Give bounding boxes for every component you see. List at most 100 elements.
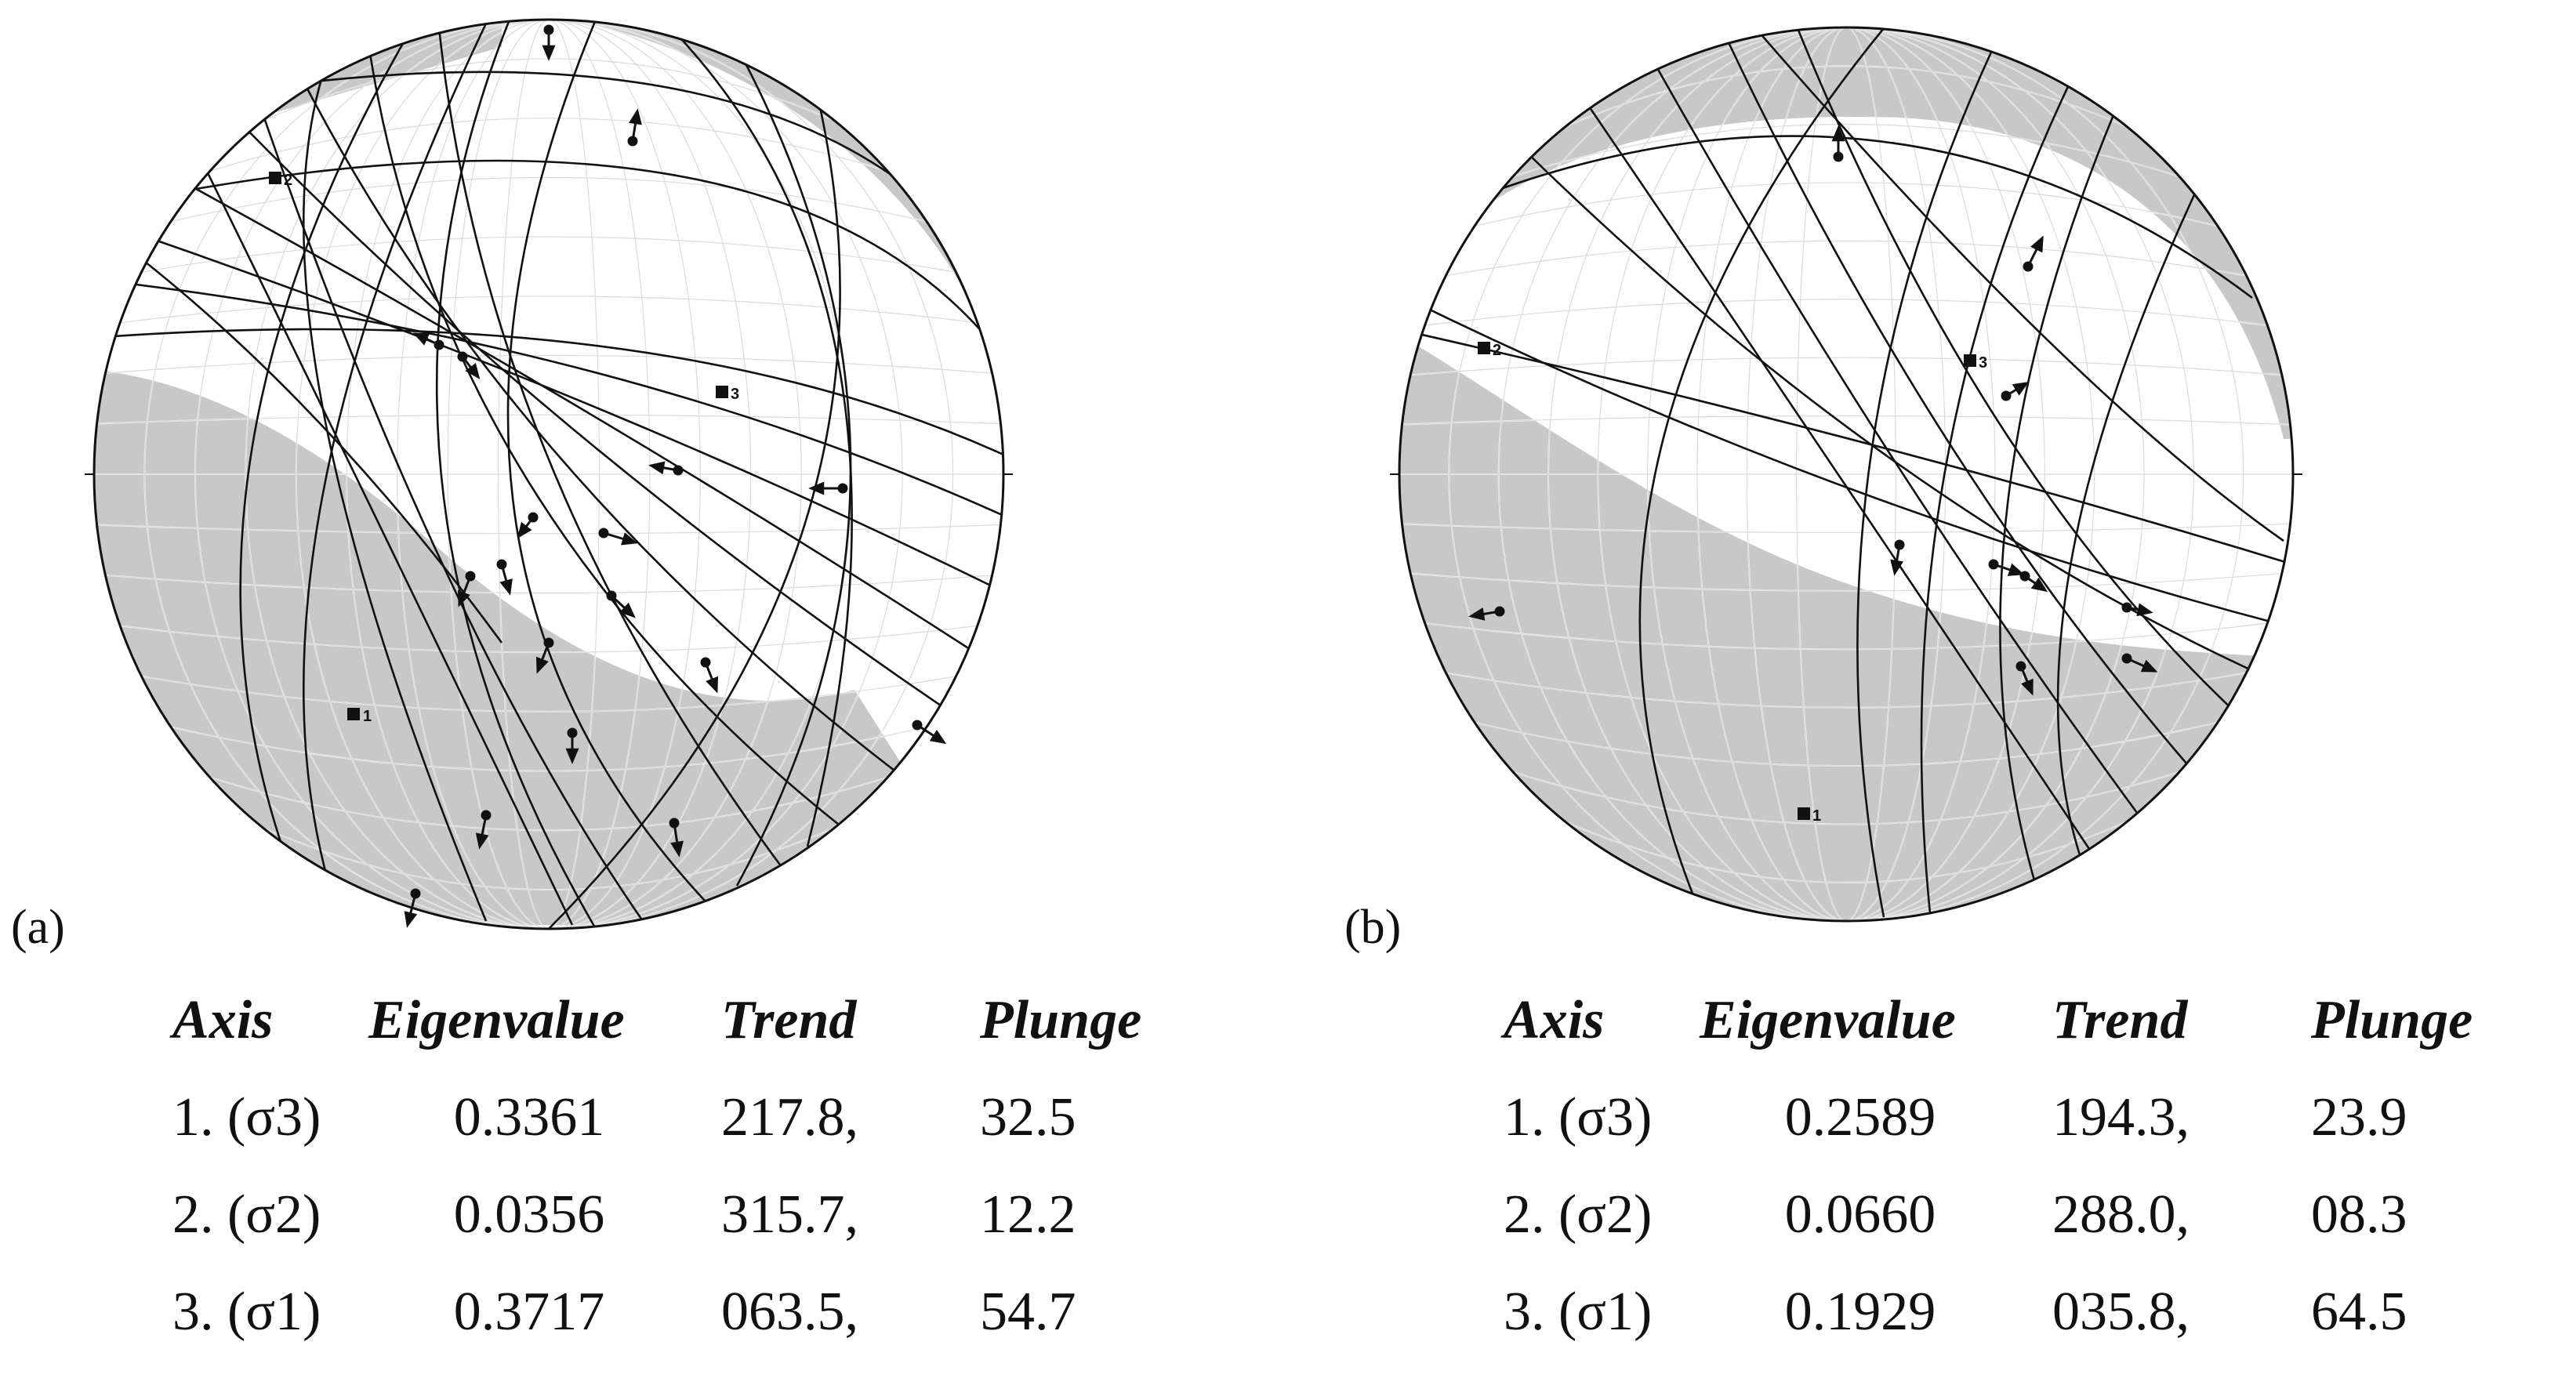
great-circle — [735, 46, 852, 887]
great-circle — [673, 31, 853, 847]
great-circle — [1920, 78, 2073, 921]
net-parallel — [1424, 622, 2268, 650]
slip-arrowhead — [2012, 381, 2030, 396]
axis-marker-1: 1 — [347, 708, 372, 725]
great-circle — [506, 20, 706, 902]
great-circle — [548, 85, 841, 929]
svg-text:3: 3 — [731, 386, 739, 403]
slip-arrowhead — [412, 332, 430, 346]
slip-arrowhead — [2030, 577, 2048, 593]
slip-arrowhead — [808, 481, 825, 495]
slip-arrowhead — [457, 589, 470, 607]
great-circle — [1725, 38, 2198, 777]
net-parallel — [1512, 123, 2180, 177]
great-circle — [1796, 27, 2237, 714]
net-parallel — [141, 676, 956, 713]
great-circle — [1584, 101, 2105, 871]
shaded-region — [1399, 329, 2293, 921]
net-parallel — [96, 524, 1001, 535]
slip-arrowhead — [621, 532, 638, 546]
panel-a: 1 2 3 (a) Axis Eigenvalue Trend Plunge 1… — [0, 0, 1288, 1368]
table-header-row: Axis Eigenvalue Trend Plunge — [1504, 989, 2538, 1086]
svg-text:2: 2 — [1493, 342, 1501, 359]
slip-arrowhead — [535, 656, 549, 674]
great-circle — [1399, 328, 2293, 566]
clear-region — [1468, 141, 2260, 502]
svg-text:2: 2 — [284, 172, 292, 189]
panel-b: 1 2 3 (b) Axis Eigenvalue Trend Plunge 1… — [1288, 0, 2576, 1368]
eigen-table: Axis Eigenvalue Trend Plunge 1. (σ3) 0.3… — [172, 989, 1207, 1378]
header-axis: Axis — [172, 990, 274, 1050]
panel-label: (a) — [11, 901, 65, 954]
net-parallel — [105, 354, 992, 374]
great-circle — [140, 234, 996, 589]
slip-arrowhead — [929, 730, 947, 745]
table-row: 1. (σ3) 0.3361 217.8, 32.5 — [172, 1087, 1076, 1148]
slip-arrowhead — [499, 578, 513, 596]
great-circle — [303, 23, 488, 887]
axis-marker-2: 2 — [269, 172, 292, 189]
axis-marker-3: 3 — [716, 386, 739, 403]
slip-arrowhead — [475, 832, 489, 850]
slip-arrowhead — [1468, 607, 1486, 621]
great-circle — [367, 42, 847, 832]
table-row: 2. (σ2) 0.0660 288.0, 08.3 — [1504, 1184, 2407, 1245]
great-circle — [101, 328, 1003, 456]
slip-arrowhead — [565, 748, 579, 764]
great-circle — [274, 71, 910, 190]
net-parallel — [263, 827, 835, 890]
net-parallel — [1474, 182, 2219, 227]
net-parallel — [1402, 415, 2291, 426]
header-trend: Trend — [2052, 990, 2188, 1050]
axis-marker-2: 2 — [1478, 342, 1501, 359]
slip-arrowhead — [648, 461, 666, 475]
great-circle — [437, 27, 785, 871]
slip-arrowhead — [404, 911, 418, 928]
great-circle — [1856, 46, 1995, 918]
header-trend: Trend — [721, 990, 857, 1050]
great-circle — [140, 257, 503, 644]
eigen-table: Axis Eigenvalue Trend Plunge 1. (σ3) 0.2… — [1504, 989, 2538, 1378]
slip-arrowhead — [2136, 603, 2153, 617]
slip-arrowhead — [706, 676, 719, 694]
slip-arrowhead — [517, 521, 532, 539]
slip-arrowhead — [465, 362, 481, 380]
table-row: 3. (σ1) 0.3717 063.5, 54.7 — [172, 1282, 1076, 1342]
net-parallel — [141, 236, 956, 273]
great-circle — [1460, 135, 2253, 299]
table-row: 1. (σ3) 0.2589 194.3, 23.9 — [1504, 1087, 2407, 1148]
svg-text:1: 1 — [1812, 807, 1821, 825]
net-parallel — [105, 575, 992, 594]
svg-text:3: 3 — [1979, 354, 1987, 372]
shaded-region — [1399, 27, 2293, 439]
header-plunge: Plunge — [980, 990, 1142, 1050]
net-parallel — [1446, 240, 2247, 277]
great-circle — [435, 20, 597, 929]
axis-marker-1: 1 — [1798, 807, 1821, 825]
header-eigenvalue: Eigenvalue — [368, 990, 625, 1050]
slip-arrowhead — [1890, 559, 1904, 576]
great-circle — [1758, 31, 2284, 542]
net-parallel — [209, 777, 888, 831]
stereonet-a: 1 2 3 — [85, 18, 1013, 930]
slip-arrowhead — [2007, 563, 2025, 576]
great-circle — [296, 70, 902, 778]
slip-arrowhead — [629, 108, 642, 125]
table-header-row: Axis Eigenvalue Trend Plunge — [172, 989, 1207, 1086]
panel-label: (b) — [1344, 901, 1402, 954]
stereonet-b: 1 2 3 — [1390, 26, 2302, 923]
great-circle — [303, 54, 488, 922]
slip-arrowhead — [670, 840, 684, 858]
net-parallel — [1410, 357, 2282, 375]
great-circle — [1655, 66, 2152, 832]
table-row: 3. (σ1) 0.1929 035.8, 64.5 — [1504, 1282, 2407, 1342]
great-circle — [1405, 296, 2292, 629]
slip-arrowhead — [1831, 125, 1845, 142]
great-circle — [194, 148, 574, 926]
header-eigenvalue: Eigenvalue — [1700, 990, 1956, 1050]
svg-text:1: 1 — [363, 708, 372, 725]
net-parallel — [1410, 573, 2282, 592]
net-parallel — [1474, 722, 2219, 767]
great-circle — [239, 34, 409, 847]
great-circle — [117, 281, 1003, 519]
